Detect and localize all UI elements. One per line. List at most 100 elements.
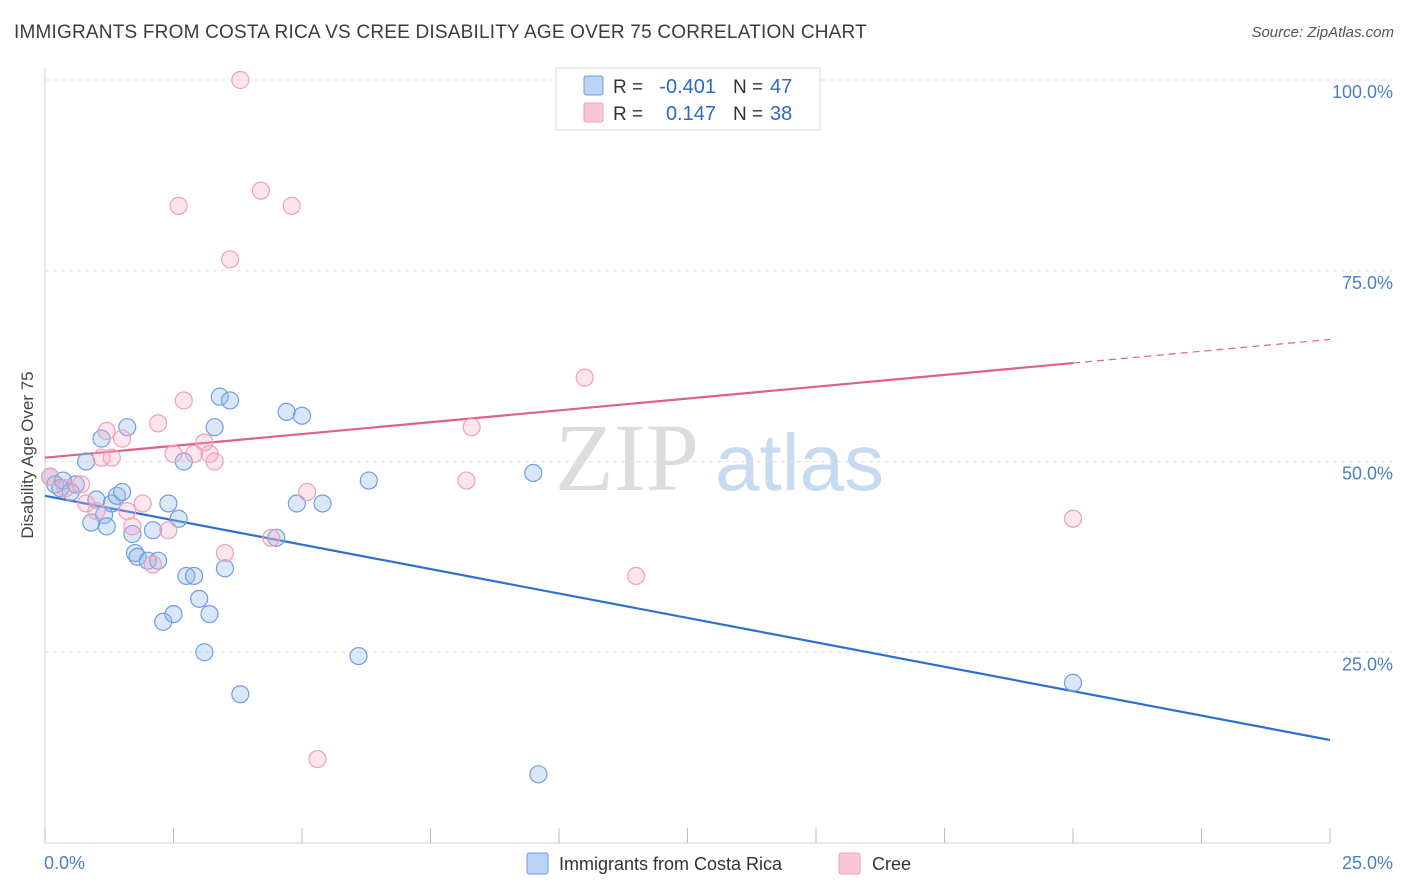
point-costa-rica-32	[205, 418, 224, 437]
axes	[44, 68, 1331, 844]
point-cree-34	[1063, 509, 1083, 528]
point-costa-rica-14	[112, 482, 132, 502]
legend-r-label-2: R =	[613, 104, 643, 125]
bottom-legend-label-cree: Cree	[872, 854, 911, 874]
legend-swatch-costa-rica	[583, 75, 604, 96]
point-costa-rica-23	[159, 494, 178, 513]
point-cree-6	[97, 421, 116, 441]
legend-r-value-2: 0.147	[666, 103, 716, 125]
point-costa-rica-34	[215, 559, 234, 578]
trend-line-1	[44, 361, 1074, 459]
watermark-zip: ZIP	[555, 404, 699, 511]
tick-labels: 25.0% 50.0% 75.0% 100.0% 0.0% 25.0%	[44, 82, 1393, 873]
legend-r-value-1: -0.401	[659, 76, 716, 98]
point-costa-rica-43	[349, 646, 368, 666]
y-tick-label-3: 100.0%	[1332, 82, 1393, 102]
point-costa-rica-35	[220, 391, 240, 410]
y-axis-label: Disability Age Over 75	[18, 371, 37, 538]
point-costa-rica-39	[287, 494, 306, 513]
point-costa-rica-24	[164, 604, 183, 624]
point-costa-rica-26	[174, 452, 193, 471]
point-costa-rica-27	[177, 566, 196, 586]
point-costa-rica-31	[200, 604, 219, 624]
legend-n-label-1: N =	[733, 77, 763, 98]
point-costa-rica-40	[292, 406, 312, 425]
point-costa-rica-6	[77, 452, 96, 471]
point-costa-rica-28	[184, 566, 204, 586]
point-costa-rica-18	[128, 547, 147, 566]
point-cree-1	[56, 479, 75, 498]
bottom-legend-swatch-cree	[838, 852, 861, 875]
point-cree-17	[174, 391, 193, 410]
trend-line-dashed-1	[1072, 338, 1331, 364]
legend-n-value-2: 38	[770, 103, 792, 125]
point-cree-13	[148, 414, 168, 433]
point-cree-2	[71, 475, 91, 494]
point-cree-28	[298, 482, 317, 502]
trend-line-0	[44, 494, 1331, 742]
point-costa-rica-22	[154, 612, 173, 631]
point-cree-29	[308, 749, 327, 769]
legend-r-label-1: R =	[613, 77, 643, 98]
point-costa-rica-20	[143, 521, 163, 540]
point-costa-rica-33	[210, 387, 229, 406]
point-cree-7	[102, 448, 121, 467]
chart-title: IMMIGRANTS FROM COSTA RICA VS CREE DISAB…	[14, 22, 867, 43]
point-costa-rica-29	[190, 589, 209, 608]
bottom-legend-label-costa-rica: Immigrants from Costa Rica	[559, 854, 783, 874]
legend: R = -0.401 N = 47 R = 0.147 N = 38	[555, 67, 821, 131]
point-costa-rica-37	[267, 528, 286, 547]
bottom-legend: Immigrants from Costa Rica Cree	[526, 852, 911, 875]
point-costa-rica-25	[169, 509, 188, 528]
point-cree-21	[205, 452, 224, 471]
point-cree-16	[169, 196, 188, 215]
grid	[45, 79, 1392, 653]
point-costa-rica-30	[195, 643, 214, 662]
point-cree-26	[262, 528, 281, 547]
point-cree-25	[251, 181, 270, 200]
point-cree-3	[77, 494, 96, 513]
legend-n-value-1: 47	[770, 76, 792, 98]
legend-swatch-cree	[583, 102, 604, 123]
point-cree-30	[457, 471, 476, 490]
point-cree-10	[123, 517, 142, 536]
point-costa-rica-11	[97, 517, 116, 536]
point-costa-rica-16	[123, 524, 142, 544]
point-costa-rica-42	[359, 471, 378, 490]
point-cree-0	[41, 467, 60, 486]
point-cree-18	[184, 444, 204, 463]
point-cree-14	[159, 521, 178, 540]
point-costa-rica-38	[277, 402, 296, 422]
point-cree-24	[231, 70, 250, 90]
point-cree-5	[92, 448, 111, 467]
point-cree-32	[575, 368, 594, 387]
point-costa-rica-36	[231, 685, 250, 704]
y-tick-label-2: 75.0%	[1342, 273, 1393, 293]
point-cree-31	[462, 418, 481, 437]
watermark-atlas: atlas	[715, 418, 884, 507]
x-tick-label-0: 0.0%	[44, 853, 85, 873]
point-cree-8	[112, 429, 132, 448]
point-cree-11	[133, 494, 152, 513]
source-credit: Source: ZipAtlas.com	[1251, 24, 1394, 41]
point-cree-27	[282, 196, 301, 215]
point-cree-23	[220, 250, 240, 269]
y-tick-label-1: 50.0%	[1342, 464, 1393, 484]
bottom-legend-swatch-costa-rica	[526, 852, 549, 875]
point-cree-22	[215, 543, 234, 563]
point-costa-rica-5	[66, 475, 85, 494]
legend-n-label-2: N =	[733, 104, 763, 125]
point-cree-12	[143, 555, 163, 574]
point-cree-15	[164, 444, 183, 463]
data-points	[41, 70, 1083, 784]
x-tick-label-1: 25.0%	[1342, 853, 1393, 873]
point-costa-rica-15	[118, 418, 137, 437]
point-costa-rica-45	[529, 765, 548, 784]
point-cree-33	[626, 566, 646, 586]
point-cree-19	[195, 433, 214, 452]
point-cree-9	[118, 501, 137, 521]
point-cree-4	[87, 501, 106, 521]
point-costa-rica-46	[1063, 673, 1083, 692]
y-tick-label-0: 25.0%	[1342, 654, 1393, 674]
